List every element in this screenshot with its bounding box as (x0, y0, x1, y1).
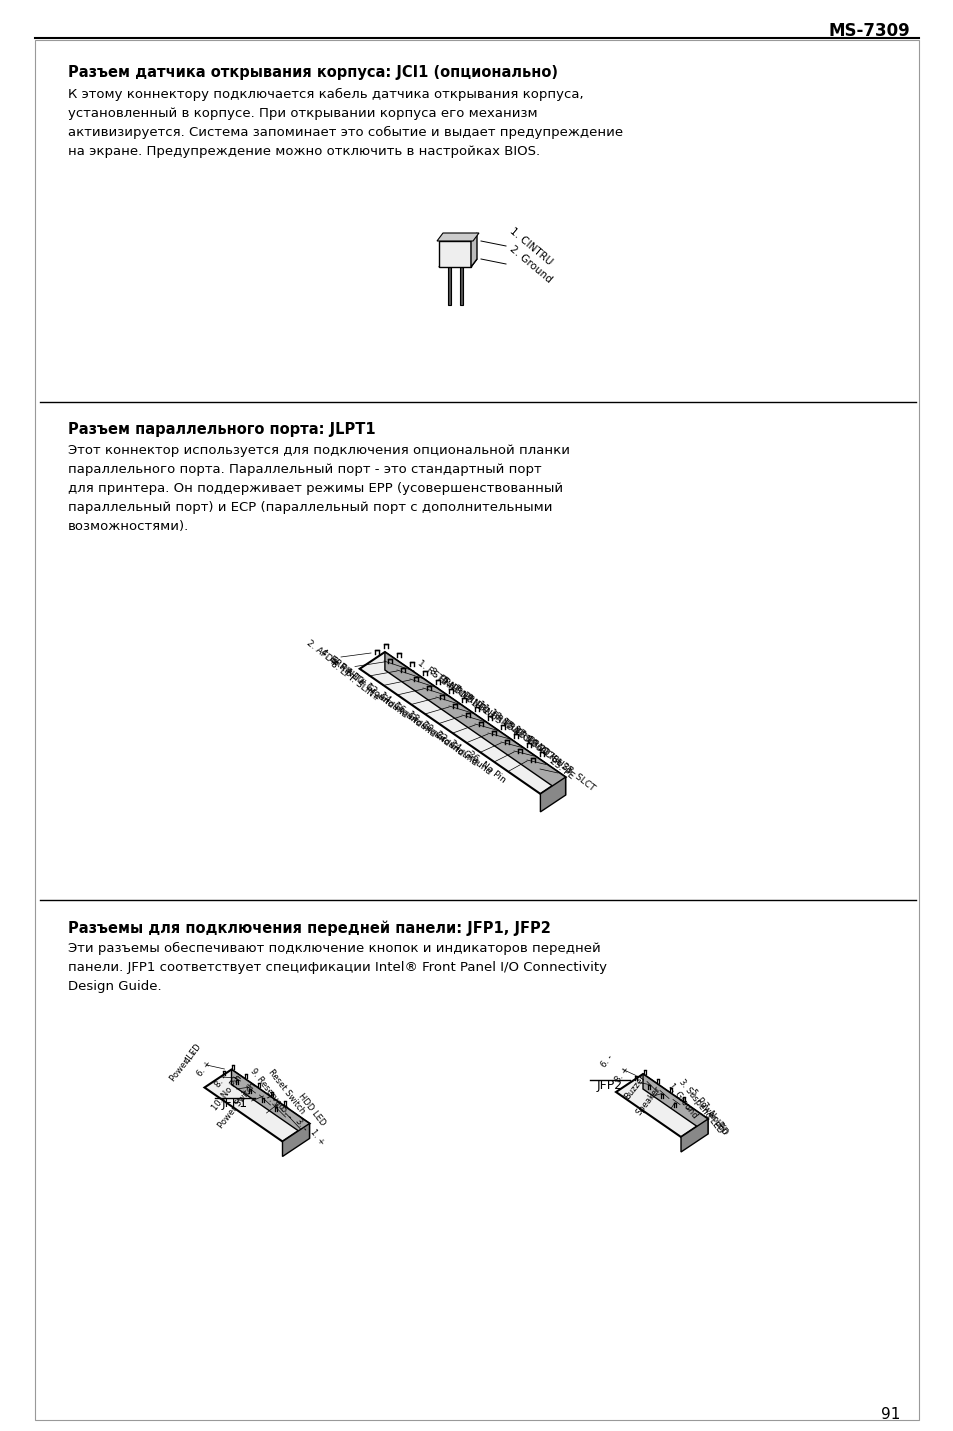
Polygon shape (232, 1069, 309, 1139)
Text: 6. PINIT#: 6. PINIT# (328, 655, 367, 688)
Polygon shape (539, 777, 565, 811)
Text: 91: 91 (880, 1407, 899, 1422)
Text: 1. Ground: 1. Ground (665, 1082, 698, 1119)
Text: 15. PRND6: 15. PRND6 (499, 716, 543, 753)
Text: 5. -: 5. - (278, 1105, 294, 1120)
Text: 10. No Pin: 10. No Pin (210, 1073, 243, 1112)
Text: 19. ACK#: 19. ACK# (523, 734, 562, 768)
Text: 4. ERR#: 4. ERR# (318, 648, 353, 677)
Text: JFP1: JFP1 (222, 1096, 248, 1109)
Text: 22. Ground: 22. Ground (434, 728, 478, 767)
Text: MS-7309: MS-7309 (827, 21, 909, 40)
Text: 13. PRND5: 13. PRND5 (488, 707, 531, 744)
Text: Reset Switch: Reset Switch (266, 1068, 307, 1116)
Text: 8. -: 8. - (213, 1073, 229, 1089)
Text: 14. Ground: 14. Ground (377, 691, 422, 728)
Text: 1. RSTB#: 1. RSTB# (416, 658, 455, 691)
Polygon shape (680, 1119, 707, 1152)
Text: 20. Ground: 20. Ground (419, 720, 464, 757)
Text: JFP2: JFP2 (597, 1079, 622, 1092)
Text: на экране. Предупреждение можно отключить в настройках BIOS.: на экране. Предупреждение можно отключит… (68, 145, 539, 157)
Text: параллельного порта. Параллельный порт - это стандартный порт: параллельного порта. Параллельный порт -… (68, 464, 541, 477)
Polygon shape (384, 653, 565, 796)
Polygon shape (438, 240, 471, 268)
Text: 2. AFD#: 2. AFD# (304, 638, 338, 668)
Text: 10. Ground: 10. Ground (350, 673, 395, 710)
Text: 11. PRND4: 11. PRND4 (476, 700, 519, 736)
Polygon shape (642, 1075, 707, 1133)
Text: 8. +: 8. + (613, 1065, 630, 1085)
Polygon shape (359, 653, 565, 794)
Text: 5. PRND1: 5. PRND1 (439, 675, 478, 708)
Polygon shape (616, 1075, 707, 1138)
Text: 16. Ground: 16. Ground (392, 700, 436, 738)
Text: 1. CINTRU: 1. CINTRU (507, 225, 554, 266)
Text: 12. Ground: 12. Ground (363, 681, 409, 720)
Text: HDD LED: HDD LED (296, 1092, 327, 1128)
Text: установленный в корпусе. При открывании корпуса его механизм: установленный в корпусе. При открывании … (68, 107, 537, 120)
Text: Разъемы для подключения передней панели: JFP1, JFP2: Разъемы для подключения передней панели:… (68, 920, 550, 936)
Text: 3. PRND0: 3. PRND0 (428, 667, 467, 700)
Polygon shape (471, 233, 476, 268)
Text: 17. PRND7: 17. PRND7 (512, 724, 555, 761)
Text: 18. Ground: 18. Ground (405, 710, 451, 748)
Text: 26. No Pin: 26. No Pin (465, 750, 506, 784)
Polygon shape (282, 1123, 309, 1156)
Text: 7. +: 7. + (263, 1092, 281, 1110)
Text: 9. PRND3: 9. PRND3 (463, 693, 502, 726)
Text: Design Guide.: Design Guide. (68, 980, 161, 993)
Text: 5. Power LED: 5. Power LED (687, 1088, 728, 1138)
Text: Buzzer: Buzzer (621, 1073, 646, 1102)
Text: 8. LPT. SLIN#: 8. LPT. SLIN# (328, 660, 380, 704)
Text: К этому коннектору подключается кабель датчика открывания корпуса,: К этому коннектору подключается кабель д… (68, 87, 583, 102)
Text: 6. +: 6. + (195, 1059, 213, 1079)
Text: панели. JFP1 соответствует спецификации Intel® Front Panel I/O Connectivity: панели. JFP1 соответствует спецификации … (68, 962, 606, 975)
Text: Этот коннектор используется для подключения опциональной планки: Этот коннектор используется для подключе… (68, 444, 569, 456)
Text: 21. BUSY: 21. BUSY (536, 744, 573, 776)
Text: 25. SLCT: 25. SLCT (559, 761, 596, 793)
Text: 4. -: 4. - (183, 1049, 198, 1065)
Text: Power Switch: Power Switch (216, 1080, 258, 1130)
Text: Разъем датчика открывания корпуса: JCI1 (опционально): Разъем датчика открывания корпуса: JCI1 … (68, 64, 558, 80)
Polygon shape (204, 1069, 309, 1142)
Text: 23. PE: 23. PE (547, 757, 575, 781)
Text: 3. -: 3. - (294, 1116, 309, 1133)
Text: 7. PRND2: 7. PRND2 (452, 684, 491, 717)
Text: Speaker: Speaker (634, 1085, 662, 1116)
Text: Power LED: Power LED (169, 1043, 203, 1083)
Polygon shape (438, 259, 476, 268)
Text: параллельный порт) и ECP (параллельный порт с дополнительными: параллельный порт) и ECP (параллельный п… (68, 501, 552, 514)
Text: возможностями).: возможностями). (68, 519, 189, 532)
Text: 1. +: 1. + (308, 1128, 326, 1146)
Text: 9. Reserved: 9. Reserved (248, 1066, 286, 1112)
Bar (459, 268, 462, 305)
Text: 6. -: 6. - (598, 1053, 615, 1069)
Bar (448, 268, 451, 305)
Text: 2. Ground: 2. Ground (507, 243, 554, 285)
Text: 24. Ground: 24. Ground (447, 738, 493, 777)
Text: 7. No Pin: 7. No Pin (699, 1100, 728, 1136)
Text: Разъем параллельного порта: JLPT1: Разъем параллельного порта: JLPT1 (68, 422, 375, 436)
Text: 3. Suspend LED: 3. Suspend LED (677, 1078, 724, 1135)
Text: Эти разъемы обеспечивают подключение кнопок и индикаторов передней: Эти разъемы обеспечивают подключение кно… (68, 942, 600, 954)
Text: активизируется. Система запоминает это событие и выдает предупреждение: активизируется. Система запоминает это с… (68, 126, 622, 139)
Polygon shape (436, 233, 478, 240)
Text: для принтера. Он поддерживает режимы EPP (усовершенствованный: для принтера. Он поддерживает режимы EPP… (68, 482, 562, 495)
